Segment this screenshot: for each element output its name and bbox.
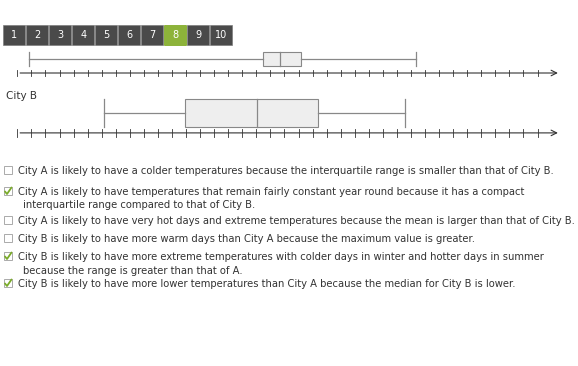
Text: City A is likely to have very hot days and extreme temperatures because the mean: City A is likely to have very hot days a…: [18, 216, 575, 226]
Bar: [263, 52, 301, 67]
Bar: [185, 99, 318, 127]
Text: 6: 6: [127, 30, 132, 41]
FancyBboxPatch shape: [3, 26, 25, 45]
Text: City B is likely to have more warm days than City A because the maximum value is: City B is likely to have more warm days …: [18, 234, 475, 244]
FancyBboxPatch shape: [142, 26, 164, 45]
FancyBboxPatch shape: [95, 26, 117, 45]
Bar: [4, 166, 12, 174]
Text: City A is likely to have temperatures that remain fairly constant year round bec: City A is likely to have temperatures th…: [18, 187, 524, 197]
Text: 2: 2: [34, 30, 40, 41]
Bar: [4, 187, 12, 195]
Bar: [4, 234, 12, 242]
Text: 1: 1: [12, 30, 17, 41]
Text: City B: City B: [6, 91, 37, 101]
FancyBboxPatch shape: [165, 26, 187, 45]
Text: 8: 8: [172, 30, 179, 41]
Text: 10: 10: [216, 30, 228, 41]
Text: 3: 3: [57, 30, 64, 41]
Text: 7: 7: [149, 30, 155, 41]
Text: Attempt 1: Attempt 1: [52, 6, 105, 16]
Text: 5: 5: [103, 30, 110, 41]
Text: 9: 9: [195, 30, 202, 41]
Bar: [4, 216, 12, 224]
Text: 100%: 100%: [8, 4, 51, 18]
FancyBboxPatch shape: [50, 26, 72, 45]
Text: because the range is greater than that of A.: because the range is greater than that o…: [23, 265, 243, 276]
FancyBboxPatch shape: [72, 26, 94, 45]
FancyBboxPatch shape: [187, 26, 209, 45]
Text: 4: 4: [80, 30, 87, 41]
FancyBboxPatch shape: [210, 26, 232, 45]
Text: interquartile range compared to that of City B.: interquartile range compared to that of …: [23, 201, 255, 210]
Text: City B is likely to have more lower temperatures than City A because the median : City B is likely to have more lower temp…: [18, 279, 516, 289]
Text: City B is likely to have more extreme temperatures with colder days in winter an: City B is likely to have more extreme te…: [18, 252, 544, 262]
Bar: [4, 279, 12, 287]
Text: City A is likely to have a colder temperatures because the interquartile range i: City A is likely to have a colder temper…: [18, 166, 554, 176]
FancyBboxPatch shape: [118, 26, 140, 45]
Bar: [4, 252, 12, 260]
FancyBboxPatch shape: [27, 26, 49, 45]
